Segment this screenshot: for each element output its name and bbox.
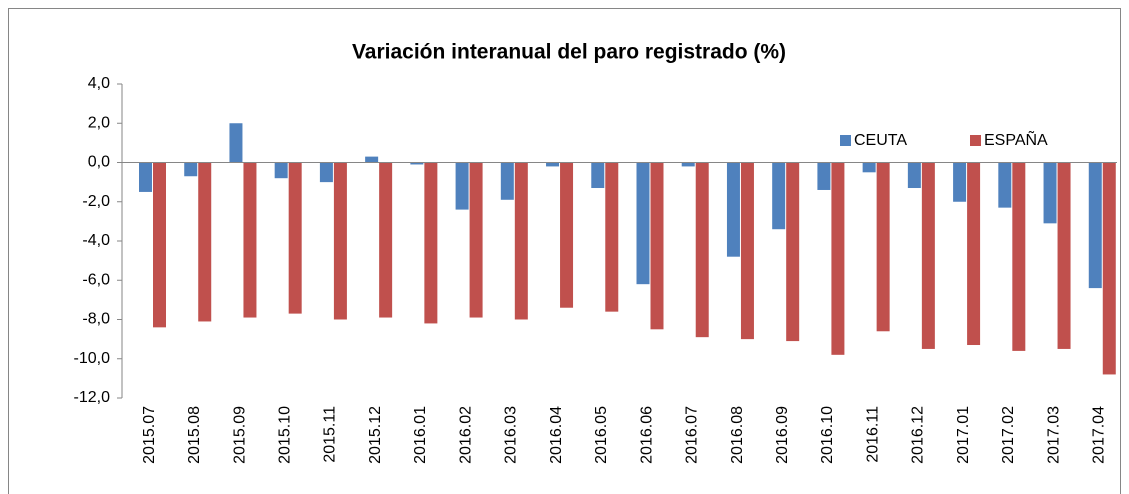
y-tick-label: -8,0	[82, 311, 110, 328]
bar	[319, 162, 333, 183]
bar	[184, 162, 198, 177]
bar	[288, 162, 302, 314]
x-tick-label: 2017.02	[1000, 406, 1017, 464]
chart-title: Variación interanual del paro registrado…	[352, 41, 786, 64]
x-tick-label: 2015.08	[186, 406, 203, 464]
x-tick-label: 2016.12	[910, 406, 927, 464]
x-tick-label: 2016.04	[548, 406, 565, 464]
bar	[681, 162, 695, 167]
bar	[153, 162, 166, 328]
bar	[862, 162, 876, 173]
bar	[740, 162, 754, 340]
bar	[1102, 162, 1116, 375]
bar	[139, 162, 152, 192]
bar	[605, 162, 619, 312]
x-tick-label: 2016.03	[503, 406, 520, 464]
legend-label: ESPAÑA	[984, 129, 1048, 149]
bar	[379, 162, 393, 318]
x-tick-label: 2016.05	[593, 406, 610, 464]
x-tick-label: 2016.06	[638, 406, 655, 464]
x-tick-label: 2016.02	[457, 406, 474, 464]
y-tick-label: -12,0	[74, 389, 111, 406]
bar	[229, 123, 243, 163]
bar	[455, 162, 469, 210]
bar	[921, 162, 935, 349]
bar	[953, 162, 967, 202]
bar	[772, 162, 786, 230]
bar	[333, 162, 347, 320]
x-tick-label: 2017.01	[955, 406, 972, 464]
bar	[591, 162, 605, 189]
x-tick-label: 2016.10	[819, 406, 836, 464]
bar	[514, 162, 528, 320]
bar	[469, 162, 483, 318]
x-tick-label: 2015.11	[322, 406, 339, 463]
bar	[560, 162, 574, 308]
bar	[243, 162, 257, 318]
bar	[1012, 162, 1026, 351]
x-tick-label: 2015.10	[277, 406, 294, 464]
bar	[650, 162, 664, 330]
bar	[817, 162, 831, 190]
x-tick-label: 2015.07	[141, 406, 158, 464]
bar	[365, 156, 379, 163]
bar	[695, 162, 709, 338]
x-tick-label: 2015.09	[231, 406, 248, 464]
bar	[636, 162, 650, 285]
x-tick-label: 2016.01	[412, 406, 429, 464]
bar	[998, 162, 1012, 208]
bar	[1057, 162, 1071, 349]
y-tick-label: -4,0	[82, 232, 110, 249]
y-tick-label: -2,0	[82, 193, 110, 210]
bar	[274, 162, 288, 179]
legend-swatch	[840, 135, 851, 146]
x-tick-label: 2016.11	[864, 406, 881, 463]
y-tick-label: -10,0	[74, 350, 111, 367]
y-tick-label: 2,0	[88, 114, 110, 131]
y-tick-label: 4,0	[88, 75, 110, 92]
legend-swatch	[970, 135, 981, 146]
bar	[726, 162, 740, 257]
bar	[424, 162, 438, 324]
x-tick-label: 2017.03	[1045, 406, 1062, 464]
bar	[546, 162, 560, 167]
x-tick-label: 2015.12	[367, 406, 384, 464]
bar	[967, 162, 981, 346]
x-tick-label: 2016.08	[729, 406, 746, 464]
bar	[198, 162, 212, 322]
bar	[410, 162, 424, 165]
bar	[907, 162, 921, 189]
bar	[786, 162, 800, 342]
bar	[1043, 162, 1057, 224]
x-tick-label: 2016.09	[774, 406, 791, 464]
bar	[876, 162, 890, 332]
y-tick-label: 0,0	[88, 154, 110, 171]
bar	[831, 162, 845, 355]
legend-label: CEUTA	[854, 132, 907, 149]
x-tick-label: 2017.04	[1091, 406, 1108, 464]
y-tick-label: -6,0	[82, 271, 110, 288]
bar	[1088, 162, 1102, 289]
x-tick-label: 2016.07	[684, 406, 701, 464]
bar	[500, 162, 514, 200]
